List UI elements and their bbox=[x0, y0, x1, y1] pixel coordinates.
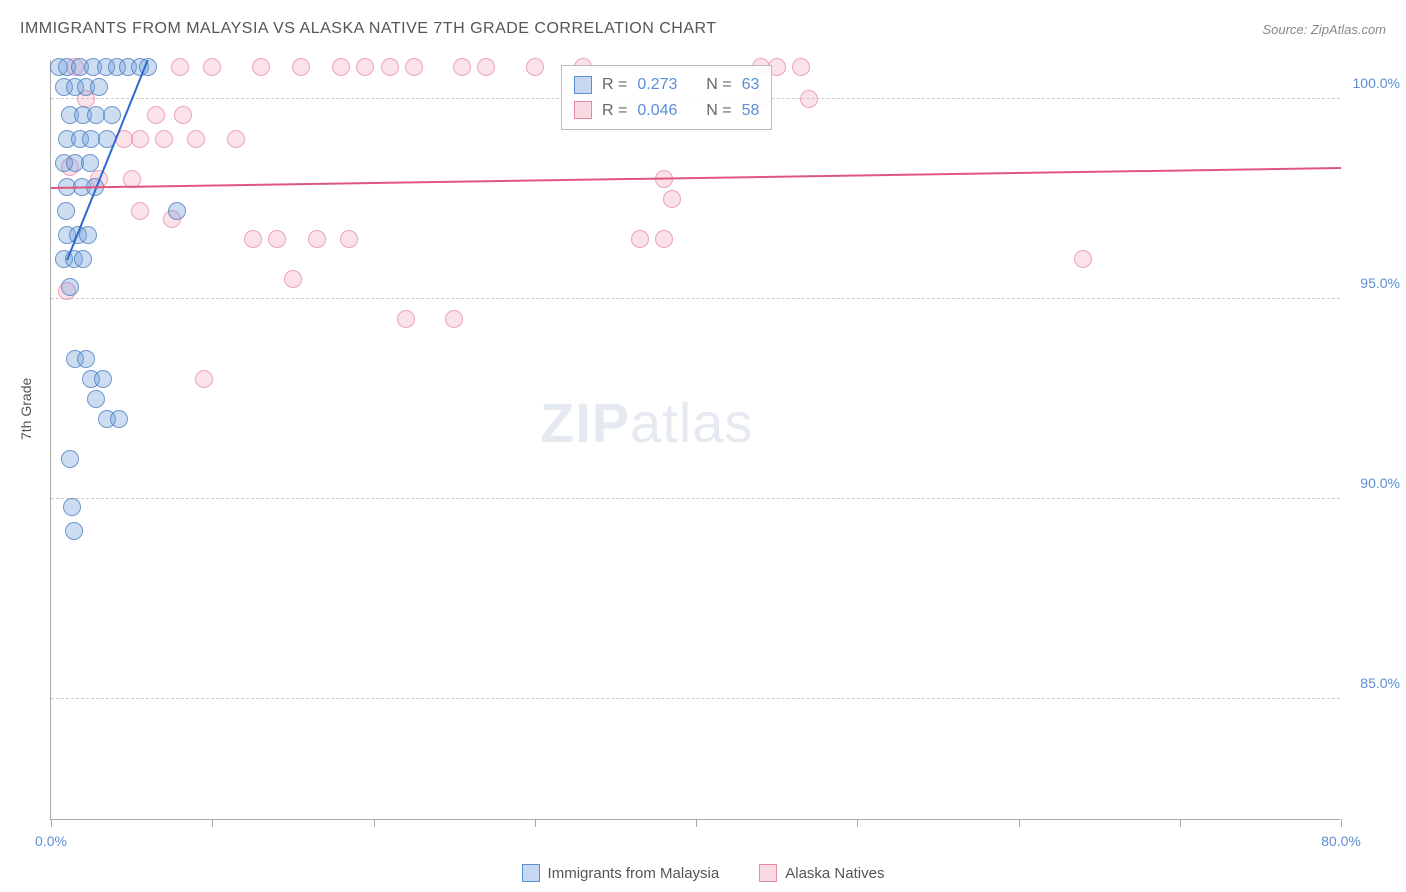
x-tick bbox=[696, 819, 697, 827]
chart-title: IMMIGRANTS FROM MALAYSIA VS ALASKA NATIV… bbox=[20, 20, 717, 38]
x-tick bbox=[535, 819, 536, 827]
scatter-point bbox=[81, 154, 99, 172]
bottom-legend: Immigrants from Malaysia Alaska Natives bbox=[0, 864, 1406, 882]
stats-row: R = 0.273 N = 63 bbox=[574, 72, 759, 98]
scatter-point bbox=[244, 230, 262, 248]
scatter-point bbox=[123, 170, 141, 188]
scatter-point bbox=[168, 202, 186, 220]
scatter-point bbox=[63, 498, 81, 516]
legend-item: Alaska Natives bbox=[759, 864, 884, 882]
scatter-point bbox=[131, 202, 149, 220]
scatter-point bbox=[86, 178, 104, 196]
x-tick bbox=[1180, 819, 1181, 827]
legend-label: Alaska Natives bbox=[785, 865, 884, 882]
y-tick-label: 90.0% bbox=[1360, 475, 1400, 491]
legend-swatch bbox=[574, 101, 592, 119]
scatter-point bbox=[187, 130, 205, 148]
scatter-point bbox=[477, 58, 495, 76]
scatter-point bbox=[397, 310, 415, 328]
gridline-h bbox=[51, 298, 1340, 299]
legend-swatch bbox=[574, 76, 592, 94]
plot-area: 85.0%90.0%95.0%100.0%0.0%80.0%R =0.273 N… bbox=[50, 60, 1340, 820]
scatter-point bbox=[800, 90, 818, 108]
gridline-h bbox=[51, 698, 1340, 699]
scatter-point bbox=[87, 390, 105, 408]
trend-lines bbox=[51, 60, 1341, 820]
scatter-point bbox=[340, 230, 358, 248]
scatter-point bbox=[103, 106, 121, 124]
scatter-point bbox=[663, 190, 681, 208]
legend-swatch bbox=[522, 864, 540, 882]
scatter-point bbox=[61, 450, 79, 468]
scatter-point bbox=[631, 230, 649, 248]
scatter-point bbox=[94, 370, 112, 388]
r-label: R = bbox=[602, 98, 627, 124]
scatter-point bbox=[65, 522, 83, 540]
scatter-point bbox=[1074, 250, 1092, 268]
scatter-point bbox=[110, 410, 128, 428]
scatter-point bbox=[227, 130, 245, 148]
scatter-point bbox=[74, 250, 92, 268]
scatter-point bbox=[356, 58, 374, 76]
x-tick-label: 0.0% bbox=[35, 833, 67, 849]
stats-box: R = 0.273 N = 63 R = 0.046 N = 58 bbox=[561, 65, 772, 130]
scatter-point bbox=[203, 58, 221, 76]
scatter-point bbox=[268, 230, 286, 248]
legend-swatch bbox=[759, 864, 777, 882]
scatter-point bbox=[61, 278, 79, 296]
stats-row: R = 0.046 N = 58 bbox=[574, 98, 759, 124]
n-value: 58 bbox=[742, 98, 760, 124]
scatter-point bbox=[292, 58, 310, 76]
scatter-point bbox=[381, 58, 399, 76]
n-label: N = bbox=[706, 72, 731, 98]
y-tick-label: 85.0% bbox=[1360, 675, 1400, 691]
x-tick bbox=[374, 819, 375, 827]
scatter-point bbox=[195, 370, 213, 388]
r-value: 0.273 bbox=[637, 72, 677, 98]
scatter-point bbox=[57, 202, 75, 220]
scatter-point bbox=[453, 58, 471, 76]
scatter-point bbox=[284, 270, 302, 288]
legend-item: Immigrants from Malaysia bbox=[522, 864, 720, 882]
x-tick bbox=[1019, 819, 1020, 827]
x-tick bbox=[51, 819, 52, 827]
y-tick-label: 100.0% bbox=[1353, 75, 1400, 91]
y-tick-label: 95.0% bbox=[1360, 275, 1400, 291]
scatter-point bbox=[131, 130, 149, 148]
scatter-point bbox=[171, 58, 189, 76]
x-tick bbox=[857, 819, 858, 827]
x-tick bbox=[212, 819, 213, 827]
scatter-point bbox=[405, 58, 423, 76]
r-label: R = bbox=[602, 72, 627, 98]
gridline-h bbox=[51, 498, 1340, 499]
scatter-point bbox=[174, 106, 192, 124]
scatter-point bbox=[526, 58, 544, 76]
y-axis-label: 7th Grade bbox=[18, 378, 34, 440]
x-tick-label: 80.0% bbox=[1321, 833, 1361, 849]
scatter-point bbox=[308, 230, 326, 248]
scatter-point bbox=[98, 130, 116, 148]
source-attribution: Source: ZipAtlas.com bbox=[1262, 22, 1386, 37]
scatter-point bbox=[332, 58, 350, 76]
scatter-point bbox=[155, 130, 173, 148]
scatter-point bbox=[79, 226, 97, 244]
scatter-point bbox=[147, 106, 165, 124]
scatter-point bbox=[90, 78, 108, 96]
n-label: N = bbox=[706, 98, 731, 124]
scatter-point bbox=[445, 310, 463, 328]
scatter-point bbox=[139, 58, 157, 76]
legend-label: Immigrants from Malaysia bbox=[548, 865, 720, 882]
scatter-point bbox=[792, 58, 810, 76]
x-tick bbox=[1341, 819, 1342, 827]
scatter-point bbox=[655, 230, 673, 248]
scatter-point bbox=[655, 170, 673, 188]
scatter-point bbox=[252, 58, 270, 76]
n-value: 63 bbox=[742, 72, 760, 98]
scatter-point bbox=[77, 350, 95, 368]
r-value: 0.046 bbox=[637, 98, 677, 124]
